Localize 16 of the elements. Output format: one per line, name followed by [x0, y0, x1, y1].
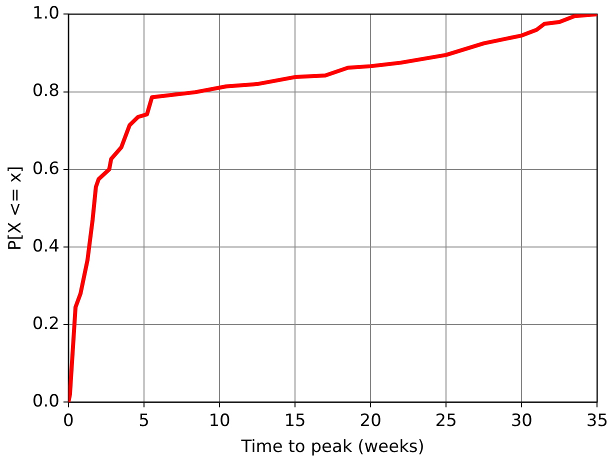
x-tick-label: 15 — [284, 410, 306, 431]
y-tick-label: 1.0 — [32, 4, 60, 24]
x-tick-label: 5 — [138, 410, 150, 431]
x-axis-title: Time to peak (weeks) — [240, 437, 424, 458]
y-tick-label: 0.6 — [32, 158, 60, 179]
x-tick-label: 25 — [435, 410, 457, 431]
y-axis-title: P[X <= x] — [6, 166, 26, 250]
x-tick-label: 0 — [63, 410, 74, 431]
y-tick-label: 0.4 — [32, 236, 60, 256]
y-tick-label: 0.2 — [32, 314, 60, 334]
y-tick-label: 0.8 — [32, 81, 60, 102]
x-tick-label: 20 — [360, 410, 382, 431]
y-tick-label: 0.0 — [32, 392, 60, 412]
x-tick-label: 35 — [586, 410, 608, 431]
x-tick-label: 30 — [510, 410, 532, 431]
x-tick-label: 10 — [208, 410, 230, 431]
